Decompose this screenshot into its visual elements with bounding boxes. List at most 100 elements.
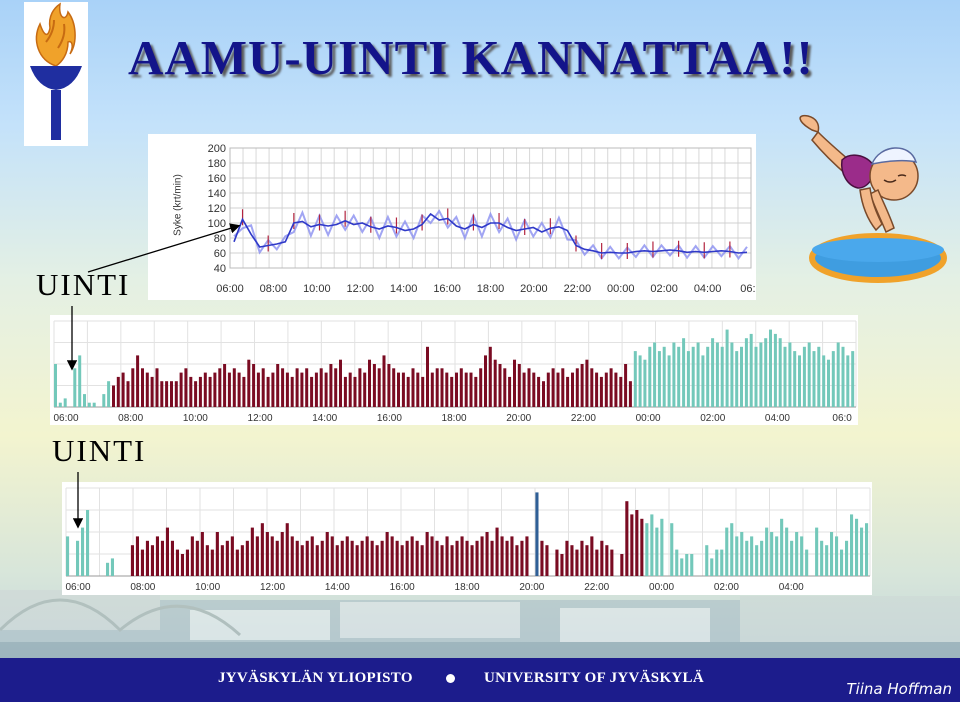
activity-bar (160, 540, 164, 576)
activity-bar (680, 558, 684, 576)
activity-bar (850, 514, 854, 576)
activity-bar (340, 540, 344, 576)
activity-bar (657, 351, 661, 407)
activity-bar (765, 527, 769, 576)
activity-bar (385, 532, 389, 576)
activity-bar (715, 549, 719, 576)
y-tick-label: 100 (208, 218, 226, 230)
activity-bar (348, 372, 352, 407)
y-tick-label: 60 (214, 248, 226, 260)
x-tick-label: 08:00 (130, 582, 155, 593)
x-tick-label: 00:00 (636, 413, 661, 424)
activity-bar (645, 523, 649, 576)
activity-bar (250, 527, 254, 576)
uinti-label-1: UINTI (36, 267, 131, 302)
activity-bar (295, 540, 299, 576)
activity-bar (580, 364, 584, 407)
activity-bar (324, 372, 328, 407)
swimmer-clipart (799, 114, 947, 283)
activity-bar (415, 540, 419, 576)
activity-bar (300, 372, 304, 407)
activity-bar (740, 532, 744, 576)
activity-bar (571, 372, 574, 407)
activity-bar (220, 545, 224, 576)
activity-bar (382, 355, 386, 407)
activity-bar (310, 376, 314, 407)
activity-bar (435, 368, 439, 407)
activity-bar (315, 545, 319, 576)
activity-bar (830, 532, 834, 576)
activity-bar (87, 402, 91, 407)
activity-bar (537, 376, 541, 407)
activity-bar (672, 342, 676, 407)
university-logo (24, 2, 88, 146)
activity-bar (252, 364, 256, 407)
activity-bar (585, 359, 589, 407)
activity-bar (145, 372, 149, 407)
activity-bar (260, 523, 264, 576)
activity-bar (715, 342, 719, 407)
activity-bar (805, 549, 809, 576)
activity-bar (812, 351, 816, 407)
activity-bar (360, 540, 364, 576)
activity-bar (440, 368, 444, 407)
activity-bar (643, 359, 647, 407)
activity-bar (190, 536, 194, 576)
activity-bar (730, 342, 734, 407)
activity-bar (825, 545, 829, 576)
activity-bar (720, 549, 724, 576)
activity-bar (498, 364, 502, 407)
activity-bar (365, 536, 369, 576)
activity-bar (701, 355, 705, 407)
activity-bar (116, 376, 120, 407)
activity-bar (802, 346, 806, 407)
activity-bar (845, 540, 849, 576)
activity-bar (450, 545, 454, 576)
activity-bar (735, 351, 739, 407)
activity-bar (185, 549, 189, 576)
activity-bar (131, 368, 135, 407)
activity-bar (425, 532, 429, 576)
activity-bar (565, 540, 569, 576)
activity-bar (343, 376, 347, 407)
activity-bar (194, 381, 198, 407)
activity-bar (240, 545, 244, 576)
activity-bar (285, 523, 289, 576)
x-tick-label: 08:00 (260, 283, 288, 295)
activity-bar (620, 554, 624, 576)
activity-bar (628, 381, 632, 407)
activity-bar (527, 368, 531, 407)
activity-bar (377, 368, 381, 407)
campus-background (0, 590, 960, 658)
activity-bar (275, 540, 279, 576)
activity-bar (300, 545, 304, 576)
activity-bar (430, 372, 434, 407)
activity-bar (314, 372, 318, 407)
activity-bar (83, 394, 86, 407)
activity-bar (189, 376, 193, 407)
x-tick-label: 22:00 (564, 283, 592, 295)
activity-bar (355, 545, 359, 576)
activity-bar (575, 549, 579, 576)
activity-bar (339, 359, 342, 407)
activity-bar (682, 338, 686, 407)
activity-bar (325, 532, 329, 576)
activity-bar (86, 510, 90, 576)
x-tick-label: 08:00 (118, 413, 143, 424)
activity-bar (820, 540, 824, 576)
activity-bar (372, 364, 376, 407)
activity-bar (63, 398, 67, 407)
activity-bar (744, 338, 748, 407)
heart-rate-chart: 200 180 160 140 120 100 80 60 40 06:00 08:00 10:00 1… (148, 134, 756, 300)
activity-bar (773, 333, 777, 407)
activity-bar (459, 368, 463, 407)
activity-bar (690, 554, 694, 576)
activity-bar (175, 549, 179, 576)
activity-bar (450, 376, 454, 407)
activity-bar (759, 342, 763, 407)
activity-bar (256, 372, 260, 407)
activity-bar (310, 536, 314, 576)
activity-bar (465, 540, 469, 576)
x-tick-label: 16:00 (433, 283, 461, 295)
activity-bar (58, 402, 62, 407)
